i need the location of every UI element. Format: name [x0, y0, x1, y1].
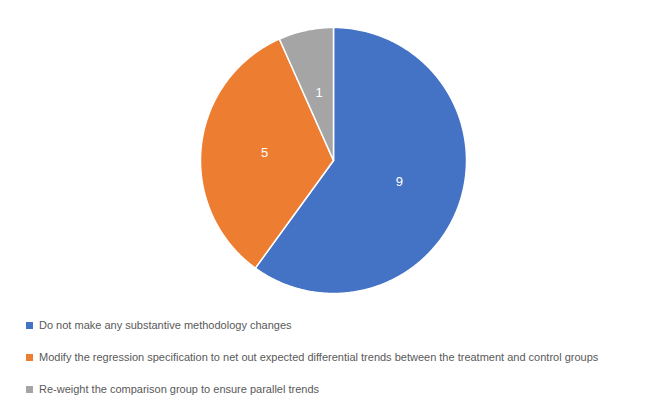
svg-text:1: 1 — [316, 85, 323, 100]
svg-text:5: 5 — [261, 145, 268, 160]
html-text:Do not make any substantive me: Do not make any substantive methodology … — [39, 319, 292, 331]
html-text:Re-weight the comparison group: Re-weight the comparison group to ensure… — [39, 383, 319, 395]
svg-text:9: 9 — [396, 174, 403, 189]
html-text:Modify the regression specific: Modify the regression specification to n… — [39, 351, 599, 363]
